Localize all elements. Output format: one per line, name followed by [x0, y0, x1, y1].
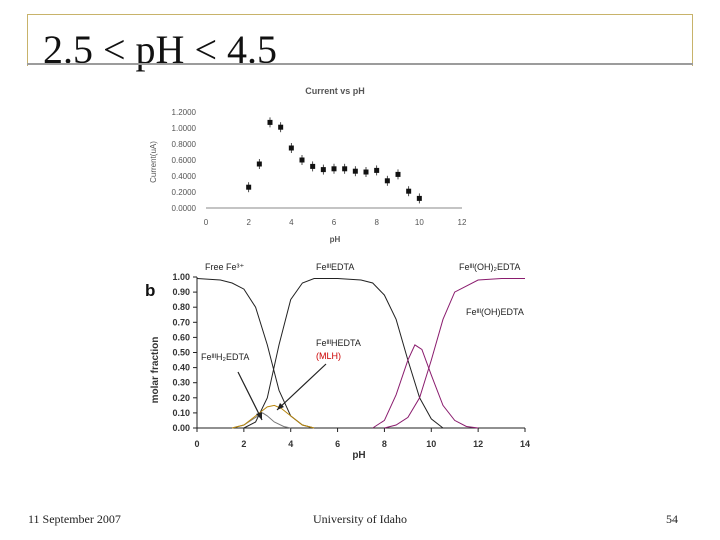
chart-a-x-tick: 4	[289, 218, 294, 227]
chart-b-x-tick: 2	[241, 439, 246, 449]
chart-b-panel-label: b	[145, 281, 155, 300]
chart-b-series-line	[384, 278, 525, 429]
chart-b-y-tick: 0.90	[172, 287, 190, 297]
chart-a-y-tick: 0.4000	[172, 172, 197, 181]
chart-a-point	[352, 168, 358, 174]
chart-b-y-tick: 0.00	[172, 423, 190, 433]
chart-a-title: Current vs pH	[305, 86, 365, 96]
chart-b-annotation: FeᴵᴵᴵEDTA	[316, 262, 354, 272]
chart-a-point	[384, 178, 390, 184]
chart-b-series-line	[231, 404, 315, 429]
chart-a-point	[331, 166, 337, 172]
title-underline	[27, 63, 693, 65]
chart-b-pointer-arrow	[276, 363, 327, 411]
chart-b-y-tick: 0.20	[172, 393, 190, 403]
chart-b-y-tick: 1.00	[172, 272, 190, 282]
chart-b-x-tick: 0	[194, 439, 199, 449]
chart-b-annotation: Free Fe³⁺	[205, 262, 245, 272]
chart-b-y-tick: 0.80	[172, 302, 190, 312]
chart-b-pointer-arrow	[237, 371, 263, 421]
chart-a-y-tick: 1.2000	[172, 108, 197, 117]
chart-a-point	[310, 163, 316, 169]
chart-b-ylabel: molar fraction	[150, 337, 161, 404]
chart-a-point	[267, 119, 273, 125]
frame-left-line	[27, 14, 28, 66]
chart-a-ylabel: Current(uA)	[149, 141, 158, 183]
chart-b-y-tick: 0.30	[172, 378, 190, 388]
chart-b-annotation: FeᴵᴵᴵHEDTA	[316, 338, 361, 348]
frame-right-line	[692, 14, 693, 66]
chart-b-annotation: Feᴵᴵᴵ(OH)₂EDTA	[459, 262, 520, 272]
chart-b-series-line	[243, 278, 444, 429]
chart-a-point	[278, 124, 284, 130]
chart-a-x-tick: 8	[374, 218, 379, 227]
chart-a-background	[140, 76, 478, 256]
footer-date: 11 September 2007	[28, 512, 121, 526]
chart-b-xlabel: pH	[352, 450, 365, 461]
chart-a-y-tick: 0.2000	[172, 188, 197, 197]
chart-b-x-tick: 6	[335, 439, 340, 449]
chart-a-point	[288, 145, 294, 151]
chart-a-point	[342, 166, 348, 172]
chart-a-point	[299, 157, 305, 163]
chart-b-series-line	[372, 344, 479, 429]
chart-a-point	[406, 188, 412, 194]
chart-a-x-tick: 6	[332, 218, 337, 227]
chart-b-y-tick: 0.50	[172, 348, 190, 358]
footer-organization: University of Idaho	[313, 512, 407, 526]
chart-a-point	[320, 167, 326, 173]
page-number: 54	[666, 512, 678, 526]
chart-b-x-tick: 14	[520, 439, 530, 449]
chart-b-arrowhead	[277, 403, 284, 410]
chart-b-annotation: FeᴵᴵᴵH₂EDTA	[201, 352, 249, 362]
chart-b-x-tick: 10	[426, 439, 436, 449]
chart-a-y-tick: 0.0000	[172, 204, 197, 213]
chart-a-x-tick: 0	[204, 218, 209, 227]
chart-a-x-tick: 10	[415, 218, 424, 227]
chart-b-x-tick: 8	[382, 439, 387, 449]
chart-a-point	[363, 169, 369, 175]
chart-a-point	[416, 195, 422, 201]
chart-b-y-tick: 0.10	[172, 408, 190, 418]
frame-top-line	[27, 14, 692, 15]
chart-b-annotation: (MLH)	[316, 351, 341, 361]
chart-b-y-tick: 0.40	[172, 363, 190, 373]
chart-a-x-tick: 2	[246, 218, 251, 227]
chart-a-xlabel: pH	[330, 235, 341, 244]
chart-b-y-tick: 0.70	[172, 317, 190, 327]
chart-a-y-tick: 0.8000	[172, 140, 197, 149]
chart-a-point	[256, 161, 262, 167]
chart-a-y-tick: 1.0000	[172, 124, 197, 133]
chart-a-x-tick: 12	[458, 218, 467, 227]
chart-a-point	[395, 171, 401, 177]
chart-b-x-tick: 12	[473, 439, 483, 449]
chart-b-annotation: Feᴵᴵᴵ(OH)EDTA	[466, 307, 524, 317]
chart-a-y-tick: 0.6000	[172, 156, 197, 165]
chart-b-x-tick: 4	[288, 439, 293, 449]
chart-b-y-tick: 0.60	[172, 332, 190, 342]
chart-a-point	[374, 167, 380, 173]
chart-a-point	[246, 184, 252, 190]
chart-b-arrowhead	[256, 412, 262, 420]
